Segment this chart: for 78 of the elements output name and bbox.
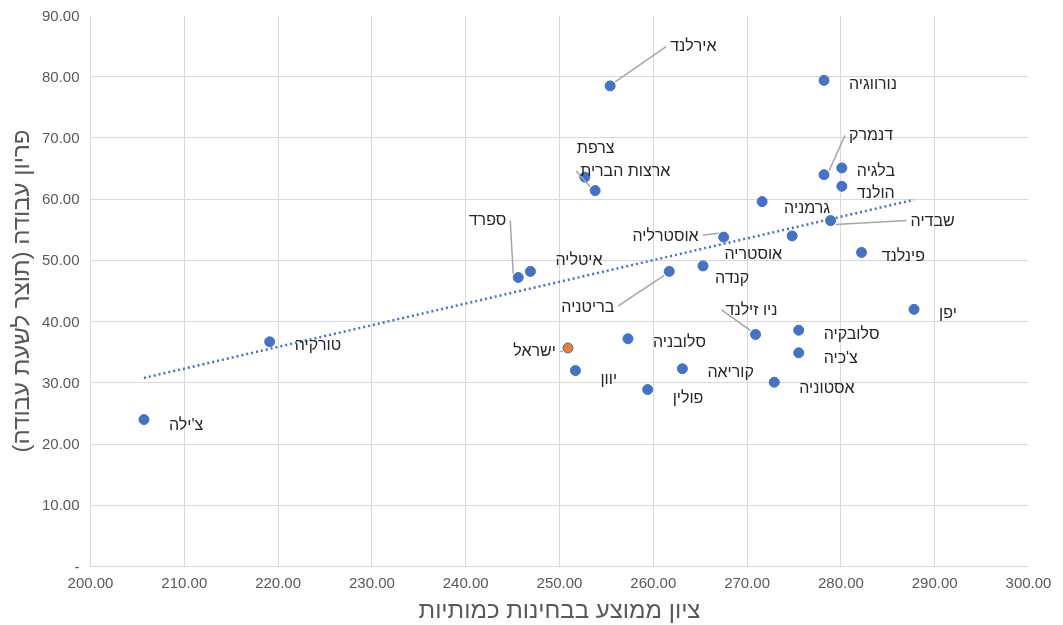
point [512, 272, 524, 284]
annotation: צרפת [576, 138, 615, 156]
annotation: צ'ילה [168, 416, 204, 434]
annotation: שבדיה [910, 212, 955, 230]
point [836, 180, 848, 192]
annotation: הולנד [856, 183, 895, 201]
point [756, 196, 768, 208]
annotation: ישראל [513, 342, 556, 360]
annotation: יוון [600, 370, 618, 388]
point [718, 231, 730, 243]
point [676, 363, 688, 375]
point [750, 328, 762, 340]
annotation: טורקיה [294, 336, 342, 354]
point [622, 333, 634, 345]
y-tick-label: 60.00 [41, 190, 80, 208]
y-tick-label: 30.00 [41, 373, 80, 391]
annotation: יפן [939, 303, 957, 321]
y-tick-label: 80.00 [41, 67, 80, 85]
y-tick-label: 40.00 [41, 312, 80, 330]
annotation: גרמניה [784, 199, 831, 217]
y-tick-label: 10.00 [41, 496, 80, 514]
point [697, 260, 709, 272]
point [793, 347, 805, 359]
y-tick-label: 70.00 [41, 128, 80, 146]
annotation: ספרד [468, 211, 507, 229]
point [562, 342, 574, 354]
annotation: אוסטריה [724, 245, 783, 263]
annotation: דנמרק [849, 126, 894, 144]
annotation: ארצות הברית [580, 162, 671, 180]
annotation: פינלנד [881, 246, 925, 264]
annotation: אירלנד [670, 37, 717, 55]
annotation: קוריאה [707, 363, 754, 381]
point [768, 376, 780, 388]
y-axis-title: פריון עבודה (תוצר לשעת עבודה) [6, 129, 34, 453]
x-tick-label: 260.00 [630, 573, 677, 591]
point [818, 169, 830, 181]
point [642, 384, 654, 396]
point [908, 303, 920, 315]
annotation: קנדה [715, 269, 750, 287]
point [138, 414, 150, 426]
point [786, 230, 798, 242]
annotation: ניו זילנד [725, 300, 778, 318]
y-tick-label: 50.00 [41, 251, 80, 269]
point [818, 74, 830, 86]
annotation: צ'כיה [823, 349, 859, 367]
x-tick-label: 200.00 [67, 573, 114, 591]
x-tick-label: 290.00 [911, 573, 958, 591]
x-tick-label: 240.00 [442, 573, 489, 591]
x-tick-label: 230.00 [348, 573, 395, 591]
x-tick-label: 300.00 [1005, 573, 1052, 591]
x-axis-title: ציון ממוצע בבחינות כמותיות [418, 595, 701, 623]
point [604, 80, 616, 92]
point [569, 365, 581, 377]
annotation: בלגיה [856, 162, 896, 180]
annotation: בריטניה [561, 297, 615, 315]
x-tick-label: 280.00 [817, 573, 864, 591]
point [825, 215, 837, 227]
point [793, 324, 805, 336]
point [663, 265, 675, 277]
point [589, 185, 601, 197]
point [856, 246, 868, 258]
annotation: פולין [672, 389, 704, 407]
annotation: נורווגיה [849, 74, 897, 92]
annotation: אסטוניה [799, 378, 855, 396]
y-tick-label: 20.00 [41, 435, 80, 453]
y-tick-label: - [74, 557, 80, 575]
x-tick-label: 250.00 [536, 573, 583, 591]
point [264, 336, 276, 348]
annotation: סלובניה [652, 333, 706, 351]
annotation: אוסטרליה [632, 226, 699, 244]
x-tick-label: 270.00 [724, 573, 771, 591]
point [524, 265, 536, 277]
y-tick-label: 90.00 [41, 6, 80, 24]
annotation: איטליה [555, 250, 603, 268]
annotation: סלובקיה [823, 324, 880, 342]
point [836, 162, 848, 174]
x-tick-label: 210.00 [161, 573, 208, 591]
x-tick-label: 220.00 [255, 573, 302, 591]
